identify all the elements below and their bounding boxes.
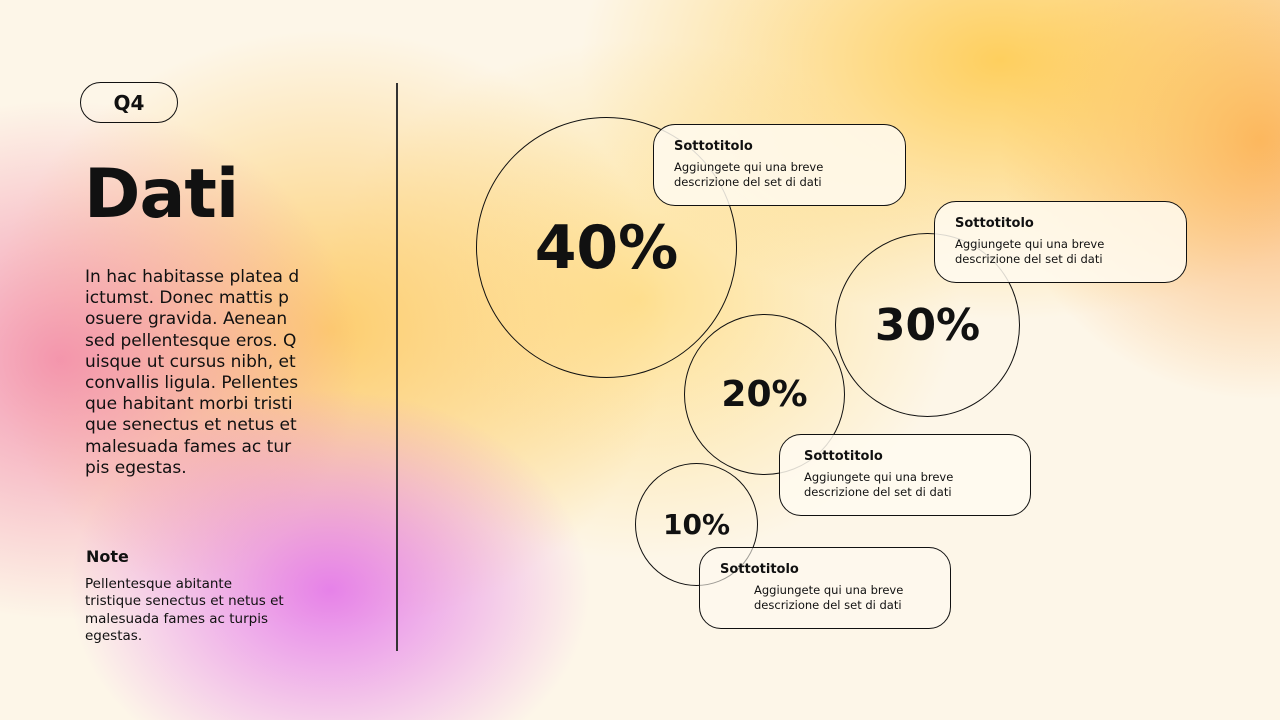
paragraph-line: In hac habitasse platea d xyxy=(85,267,300,287)
paragraph-line: que habitant morbi tristi xyxy=(85,394,293,415)
caption-description: Aggiungete qui una breve descrizione del… xyxy=(955,237,1105,266)
caption-box-20: Sottotitolo Aggiungete qui una breve des… xyxy=(779,434,1031,516)
paragraph-line: pis egestas. xyxy=(85,457,187,478)
bubble-40: 40% xyxy=(476,117,737,378)
note-line: tristique senectus et netus et xyxy=(85,593,284,610)
paragraph-line: sed pellentesque eros. Q xyxy=(85,330,297,351)
caption-box-40: Sottotitolo Aggiungete qui una breve des… xyxy=(653,124,906,206)
paragraph-line: ictumst. Donec mattis p xyxy=(85,288,289,309)
caption-subtitle: Sottotitolo xyxy=(720,562,799,577)
caption-box-10: Sottotitolo Aggiungete qui una breve des… xyxy=(699,547,951,629)
caption-description: Aggiungete qui una breve descrizione del… xyxy=(674,160,824,189)
note-line: malesuada fames ac turpis xyxy=(85,610,269,627)
paragraph-line: convallis ligula. Pellentes xyxy=(85,373,299,394)
note-line: Pellentesque abitante xyxy=(85,576,232,592)
note-heading: Note xyxy=(86,547,129,566)
caption-description: Aggiungete qui una breve descrizione del… xyxy=(804,470,954,499)
vertical-divider xyxy=(396,83,398,651)
caption-subtitle: Sottotitolo xyxy=(674,139,753,154)
paragraph-line: osuere gravida. Aenean xyxy=(85,309,288,330)
caption-description: Aggiungete qui una breve descrizione del… xyxy=(754,583,904,612)
caption-box-30: Sottotitolo Aggiungete qui una breve des… xyxy=(934,201,1187,283)
note-line: egestas. xyxy=(85,627,143,644)
bubble-10: 10% xyxy=(635,463,758,586)
paragraph-line: malesuada fames ac tur xyxy=(85,436,292,457)
quarter-badge: Q4 xyxy=(80,82,178,123)
caption-subtitle: Sottotitolo xyxy=(804,449,883,464)
body-paragraph: In hac habitasse platea d ictumst. Donec… xyxy=(85,267,299,479)
caption-subtitle: Sottotitolo xyxy=(955,216,1034,231)
paragraph-line: que senectus et netus et xyxy=(85,415,297,436)
paragraph-line: uisque ut cursus nibh, et xyxy=(85,351,296,372)
page-title: Dati xyxy=(84,155,239,234)
note-text: Pellentesque abitante tristique senectus… xyxy=(85,576,284,645)
bubble-30: 30% xyxy=(835,233,1020,417)
bubble-20: 20% xyxy=(684,314,845,475)
